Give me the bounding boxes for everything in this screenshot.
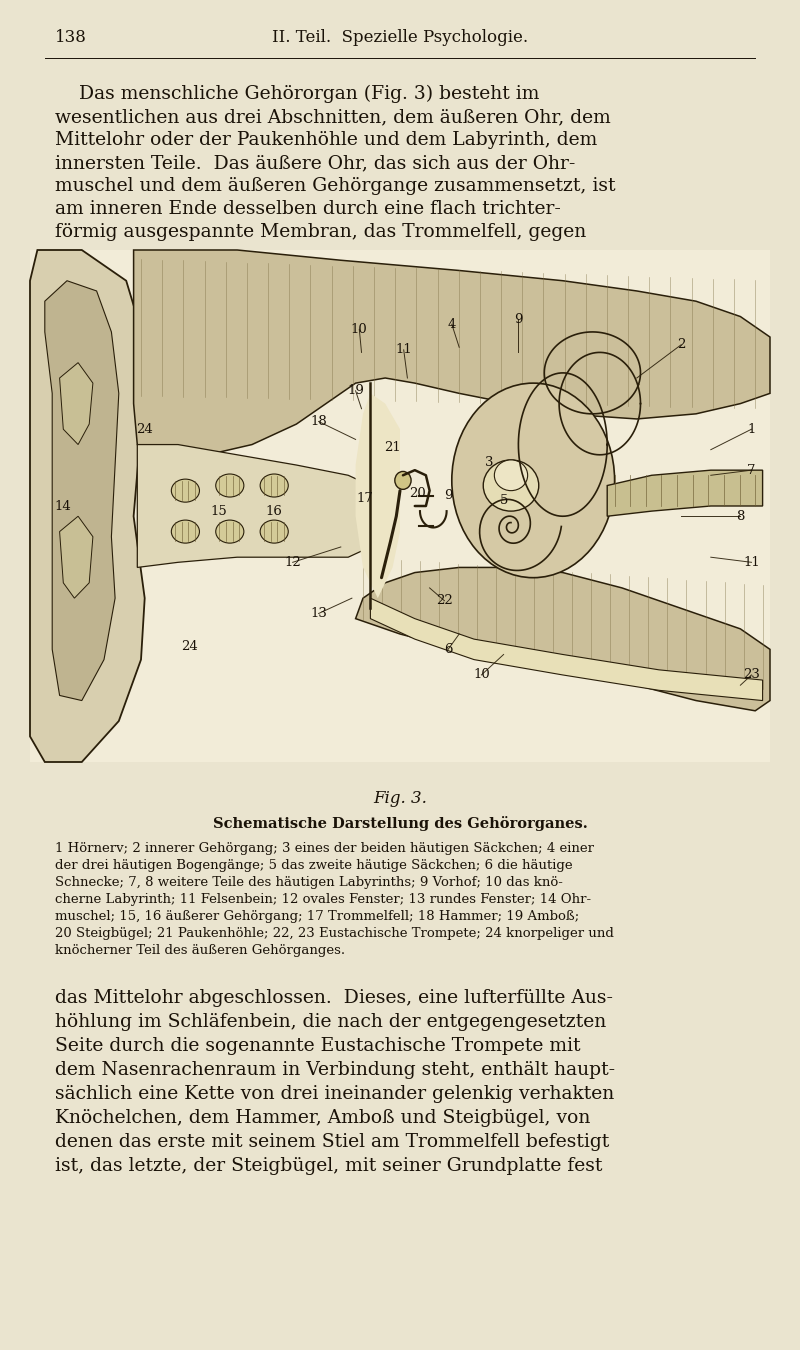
- Text: Das menschliche Gehörorgan (Fig. 3) besteht im: Das menschliche Gehörorgan (Fig. 3) best…: [55, 85, 539, 103]
- Text: ist, das letzte, der Steigbügel, mit seiner Grundplatte fest: ist, das letzte, der Steigbügel, mit sei…: [55, 1157, 602, 1174]
- Text: 10: 10: [351, 323, 368, 336]
- Text: 2: 2: [677, 339, 686, 351]
- Text: förmig ausgespannte Membran, das Trommelfell, gegen: förmig ausgespannte Membran, das Trommel…: [55, 223, 586, 242]
- Text: 19: 19: [347, 385, 364, 397]
- Text: 13: 13: [310, 608, 327, 620]
- Text: muschel; 15, 16 äußerer Gehörgang; 17 Trommelfell; 18 Hammer; 19 Amboß;: muschel; 15, 16 äußerer Gehörgang; 17 Tr…: [55, 910, 579, 923]
- Text: cherne Labyrinth; 11 Felsenbein; 12 ovales Fenster; 13 rundes Fenster; 14 Ohr-: cherne Labyrinth; 11 Felsenbein; 12 oval…: [55, 892, 591, 906]
- Text: 138: 138: [55, 30, 87, 46]
- Ellipse shape: [216, 474, 244, 497]
- Ellipse shape: [395, 471, 411, 489]
- Text: 5: 5: [499, 494, 508, 508]
- Polygon shape: [30, 250, 145, 761]
- Ellipse shape: [260, 520, 288, 543]
- Text: sächlich eine Kette von drei ineinander gelenkig verhakten: sächlich eine Kette von drei ineinander …: [55, 1085, 614, 1103]
- Text: Schematische Darstellung des Gehörorganes.: Schematische Darstellung des Gehörorgane…: [213, 815, 587, 832]
- Ellipse shape: [483, 460, 538, 512]
- Text: 18: 18: [310, 414, 327, 428]
- Polygon shape: [356, 567, 770, 711]
- Ellipse shape: [171, 479, 199, 502]
- Text: Fig. 3.: Fig. 3.: [373, 790, 427, 807]
- Text: 3: 3: [485, 456, 493, 468]
- Text: 8: 8: [736, 510, 745, 522]
- Ellipse shape: [260, 474, 288, 497]
- Text: 12: 12: [284, 556, 301, 568]
- Ellipse shape: [452, 383, 614, 578]
- Text: 9: 9: [514, 313, 522, 325]
- Text: 20: 20: [409, 487, 426, 500]
- Text: wesentlichen aus drei Abschnitten, dem äußeren Ohr, dem: wesentlichen aus drei Abschnitten, dem ä…: [55, 108, 610, 126]
- Polygon shape: [59, 516, 93, 598]
- Text: 24: 24: [181, 640, 198, 653]
- Text: 4: 4: [448, 317, 456, 331]
- Text: 23: 23: [743, 668, 760, 682]
- Text: 10: 10: [473, 668, 490, 682]
- Text: 21: 21: [384, 440, 401, 454]
- FancyBboxPatch shape: [30, 250, 770, 761]
- Text: 20 Steigbügel; 21 Paukenhöhle; 22, 23 Eustachische Trompete; 24 knorpeliger und: 20 Steigbügel; 21 Paukenhöhle; 22, 23 Eu…: [55, 927, 614, 940]
- Text: 1: 1: [747, 423, 756, 436]
- Polygon shape: [607, 470, 762, 516]
- Text: 1 Hörnerv; 2 innerer Gehörgang; 3 eines der beiden häutigen Säckchen; 4 einer: 1 Hörnerv; 2 innerer Gehörgang; 3 eines …: [55, 842, 594, 855]
- Text: der drei häutigen Bogengänge; 5 das zweite häutige Säckchen; 6 die häutige: der drei häutigen Bogengänge; 5 das zwei…: [55, 859, 573, 872]
- Text: 16: 16: [266, 505, 282, 517]
- Text: 22: 22: [436, 594, 453, 608]
- Text: 6: 6: [444, 643, 452, 656]
- Text: Schnecke; 7, 8 weitere Teile des häutigen Labyrinths; 9 Vorhof; 10 das knö-: Schnecke; 7, 8 weitere Teile des häutige…: [55, 876, 563, 890]
- Polygon shape: [356, 393, 400, 598]
- Text: 17: 17: [356, 491, 373, 505]
- Text: Seite durch die sogenannte Eustachische Trompete mit: Seite durch die sogenannte Eustachische …: [55, 1037, 581, 1054]
- Ellipse shape: [494, 460, 528, 490]
- Text: das Mittelohr abgeschlossen.  Dieses, eine lufterfüllte Aus-: das Mittelohr abgeschlossen. Dieses, ein…: [55, 990, 613, 1007]
- Text: am inneren Ende desselben durch eine flach trichter-: am inneren Ende desselben durch eine fla…: [55, 200, 561, 217]
- Text: II. Teil.  Spezielle Psychologie.: II. Teil. Spezielle Psychologie.: [272, 30, 528, 46]
- Ellipse shape: [216, 520, 244, 543]
- Text: 9: 9: [444, 489, 452, 502]
- Text: Knöchelchen, dem Hammer, Amboß und Steigbügel, von: Knöchelchen, dem Hammer, Amboß und Steig…: [55, 1108, 590, 1127]
- Text: 15: 15: [210, 505, 227, 517]
- Polygon shape: [370, 598, 762, 701]
- Text: denen das erste mit seinem Stiel am Trommelfell befestigt: denen das erste mit seinem Stiel am Trom…: [55, 1133, 610, 1152]
- Polygon shape: [59, 363, 93, 444]
- Text: höhlung im Schläfenbein, die nach der entgegengesetzten: höhlung im Schläfenbein, die nach der en…: [55, 1012, 606, 1031]
- Text: innersten Teile.  Das äußere Ohr, das sich aus der Ohr-: innersten Teile. Das äußere Ohr, das sic…: [55, 154, 575, 171]
- Text: 14: 14: [55, 500, 72, 513]
- Text: knöcherner Teil des äußeren Gehörganges.: knöcherner Teil des äußeren Gehörganges.: [55, 944, 345, 957]
- Polygon shape: [138, 444, 370, 567]
- Text: 11: 11: [743, 556, 760, 568]
- Ellipse shape: [171, 520, 199, 543]
- Polygon shape: [45, 281, 118, 701]
- Text: dem Nasenrachenraum in Verbindung steht, enthält haupt-: dem Nasenrachenraum in Verbindung steht,…: [55, 1061, 615, 1079]
- Text: Mittelohr oder der Paukenhöhle und dem Labyrinth, dem: Mittelohr oder der Paukenhöhle und dem L…: [55, 131, 598, 148]
- Text: 24: 24: [136, 423, 153, 436]
- Text: 7: 7: [747, 463, 756, 477]
- Polygon shape: [134, 250, 770, 455]
- Text: 11: 11: [395, 343, 412, 356]
- Text: muschel und dem äußeren Gehörgange zusammensetzt, ist: muschel und dem äußeren Gehörgange zusam…: [55, 177, 615, 194]
